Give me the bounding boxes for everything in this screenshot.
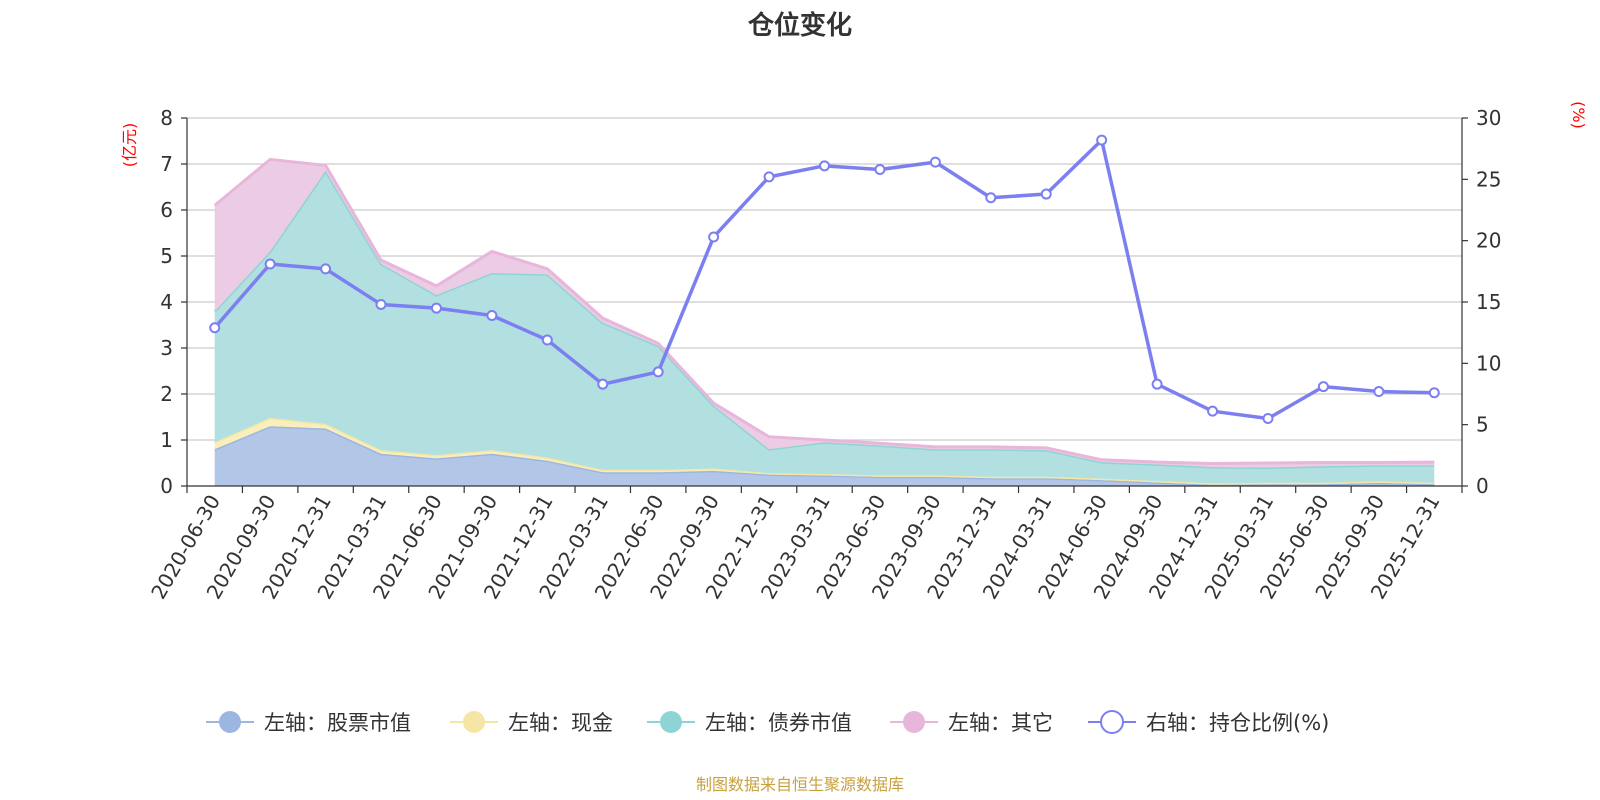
legend-marker (463, 711, 485, 733)
left-axis-tick-label: 7 (160, 152, 173, 176)
stacked-areas (213, 157, 1435, 487)
right-axis-tick-label: 0 (1476, 474, 1489, 498)
ratio-point (1096, 134, 1108, 146)
data-source-note: 制图数据来自恒生聚源数据库 (696, 775, 904, 794)
ratio-point (763, 171, 775, 183)
left-axis-tick-label: 4 (160, 290, 173, 314)
legend-label: 右轴：持仓比例(%) (1146, 711, 1329, 735)
legend-label: 左轴：债券市值 (705, 711, 852, 735)
ratio-point (1262, 413, 1274, 425)
legend-marker (660, 711, 682, 733)
ratio-point (320, 263, 332, 275)
left-axis-tick-label: 5 (160, 244, 173, 268)
legend-item: 右轴：持仓比例(%) (1088, 710, 1329, 735)
ratio-point (597, 378, 609, 390)
legend-marker (903, 711, 925, 733)
area-series-1 (214, 426, 1435, 486)
ratio-point (1428, 387, 1440, 399)
ratio-point (985, 192, 997, 204)
legend-item: 左轴：债券市值 (647, 711, 852, 735)
right-axis-tick-label: 20 (1476, 229, 1501, 253)
legend-label: 左轴：现金 (508, 711, 613, 735)
ratio-point (1317, 381, 1329, 393)
left-axis-tick-label: 3 (160, 336, 173, 360)
left-axis-tick-label: 1 (160, 428, 173, 452)
ratio-point (209, 322, 221, 334)
ratio-point (1151, 378, 1163, 390)
legend-label: 左轴：股票市值 (264, 711, 411, 735)
ratio-point (486, 309, 498, 321)
ratio-point (1373, 386, 1385, 398)
ratio-point (929, 156, 941, 168)
left-axis-tick-label: 6 (160, 198, 173, 222)
area-series-3 (214, 170, 1435, 484)
right-axis-tick-label: 10 (1476, 351, 1501, 375)
left-axis-tick-label: 2 (160, 382, 173, 406)
ratio-line-series (209, 134, 1440, 425)
legend-marker (219, 711, 241, 733)
right-axis-tick-label: 25 (1476, 167, 1501, 191)
ratio-point (1207, 405, 1219, 417)
right-axis-tick-label: 5 (1476, 413, 1489, 437)
legend-item: 左轴：其它 (890, 711, 1053, 735)
legend: 左轴：股票市值 左轴：现金 左轴：债券市值 左轴：其它 右轴：持仓比例(%) (206, 710, 1329, 735)
legend-item: 左轴：现金 (450, 711, 613, 735)
ratio-point (264, 258, 276, 270)
left-axis-tick-label: 0 (160, 474, 173, 498)
legend-label: 左轴：其它 (948, 711, 1053, 735)
chart-title: 仓位变化 (747, 10, 852, 41)
ratio-point (1040, 188, 1052, 200)
ratio-point (541, 334, 553, 346)
right-axis-unit: (%) (1569, 101, 1588, 129)
legend-item: 左轴：股票市值 (206, 711, 411, 735)
ratio-point (708, 231, 720, 243)
area-series-edge-4 (213, 157, 1435, 465)
ratio-point (819, 160, 830, 172)
left-axis-tick-label: 8 (160, 106, 173, 130)
left-axis-unit: (亿元) (120, 123, 139, 168)
ratio-point (652, 366, 664, 378)
legend-marker (1100, 710, 1124, 734)
right-axis-tick-label: 15 (1476, 290, 1501, 314)
ratio-point (874, 164, 886, 176)
ratio-point (430, 302, 442, 314)
ratio-point (375, 298, 387, 310)
right-axis-tick-label: 30 (1476, 106, 1501, 130)
